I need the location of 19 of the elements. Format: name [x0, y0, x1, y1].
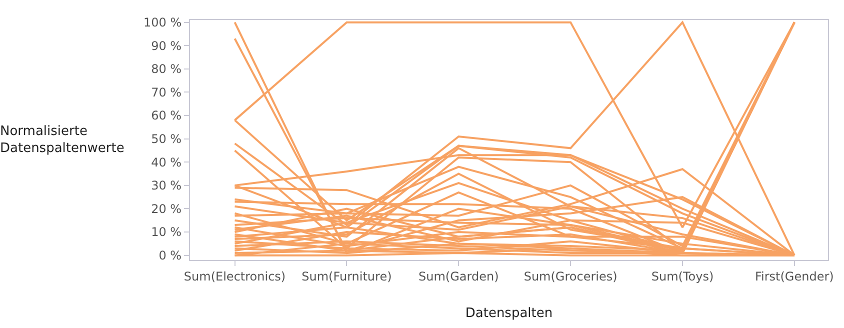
y-tick-label: 100 % [143, 16, 182, 30]
y-tick-label: 70 % [151, 85, 182, 100]
x-tick-label: Sum(Electronics) [184, 269, 286, 284]
y-tick-label: 30 % [151, 178, 182, 193]
x-tick-label: Sum(Garden) [418, 269, 499, 284]
y-tick-label: 10 % [151, 225, 182, 240]
y-tick-label: 40 % [151, 155, 182, 170]
y-tick-label: 50 % [151, 132, 182, 146]
y-tick-label: 20 % [151, 202, 182, 216]
x-tick-label: Sum(Furniture) [302, 269, 392, 284]
y-tick-label: 90 % [151, 38, 182, 53]
y-tick-label: 80 % [151, 62, 182, 76]
y-tick-label: 60 % [151, 108, 182, 123]
x-tick-label: Sum(Toys) [651, 269, 714, 284]
y-tick-label: 0 % [158, 248, 182, 263]
y-axis-title: Normalisierte Datenspaltenwerte [0, 124, 124, 156]
x-tick-label: Sum(Groceries) [524, 269, 618, 284]
x-tick-label: First(Gender) [755, 269, 834, 284]
x-axis-title: Datenspalten [465, 306, 553, 321]
